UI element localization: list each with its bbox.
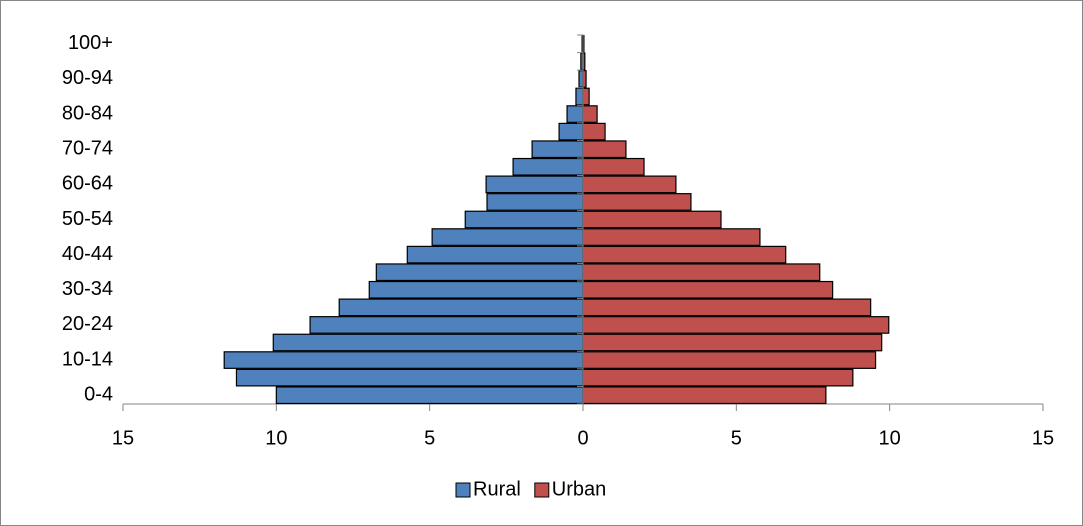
bar: [582, 333, 883, 352]
legend-swatch: [534, 482, 550, 498]
x-tick-label: 0: [577, 427, 588, 449]
bar: [582, 105, 598, 123]
bar: [582, 87, 590, 106]
bar: [566, 105, 584, 123]
y-tick-label: 90-94: [62, 67, 113, 89]
bar: [582, 280, 834, 299]
legend-label: Rural: [473, 478, 521, 500]
bar: [275, 386, 584, 405]
bar: [582, 228, 761, 246]
x-tick-label: 5: [731, 427, 742, 449]
bar: [531, 140, 584, 159]
bar: [338, 298, 584, 317]
bar: [582, 351, 877, 369]
y-tick-label: 0-4: [84, 383, 113, 405]
bar: [582, 298, 872, 317]
bar: [582, 122, 606, 141]
bar: [582, 175, 677, 194]
bar: [582, 263, 821, 282]
legend-label: Urban: [552, 478, 606, 500]
bar: [582, 210, 722, 229]
y-tick-label: 40-44: [62, 243, 113, 265]
bar: [582, 368, 854, 387]
bar: [582, 245, 787, 264]
x-tick-label: 10: [879, 427, 901, 449]
y-tick-label: 60-64: [62, 173, 113, 195]
bar: [368, 280, 584, 299]
bar: [582, 386, 827, 405]
x-tick-label: 10: [265, 427, 287, 449]
legend-swatch: [455, 482, 471, 498]
bar: [235, 368, 584, 387]
x-tick-label: 15: [1032, 427, 1054, 449]
y-tick-label: 10-14: [62, 348, 113, 370]
bar: [582, 193, 692, 211]
bar: [375, 263, 584, 282]
y-tick-label: 70-74: [62, 137, 113, 159]
x-tick-label: 15: [112, 427, 134, 449]
y-tick-label: 80-84: [62, 102, 113, 124]
bar: [272, 333, 584, 352]
y-tick-label: 50-54: [62, 208, 113, 230]
bar: [575, 87, 584, 106]
bar: [223, 351, 584, 369]
bar: [558, 122, 584, 141]
y-tick-label: 100+: [68, 32, 113, 54]
bar: [406, 245, 584, 264]
bar: [582, 316, 890, 334]
bar: [309, 316, 584, 334]
bar: [486, 193, 584, 211]
x-tick-label: 5: [424, 427, 435, 449]
bar: [512, 157, 584, 176]
bar: [431, 228, 584, 246]
y-tick-label: 20-24: [62, 313, 113, 335]
y-tick-label: 30-34: [62, 278, 113, 300]
bar: [582, 157, 645, 176]
bar: [485, 175, 584, 194]
bar: [582, 140, 627, 159]
bar: [464, 210, 584, 229]
